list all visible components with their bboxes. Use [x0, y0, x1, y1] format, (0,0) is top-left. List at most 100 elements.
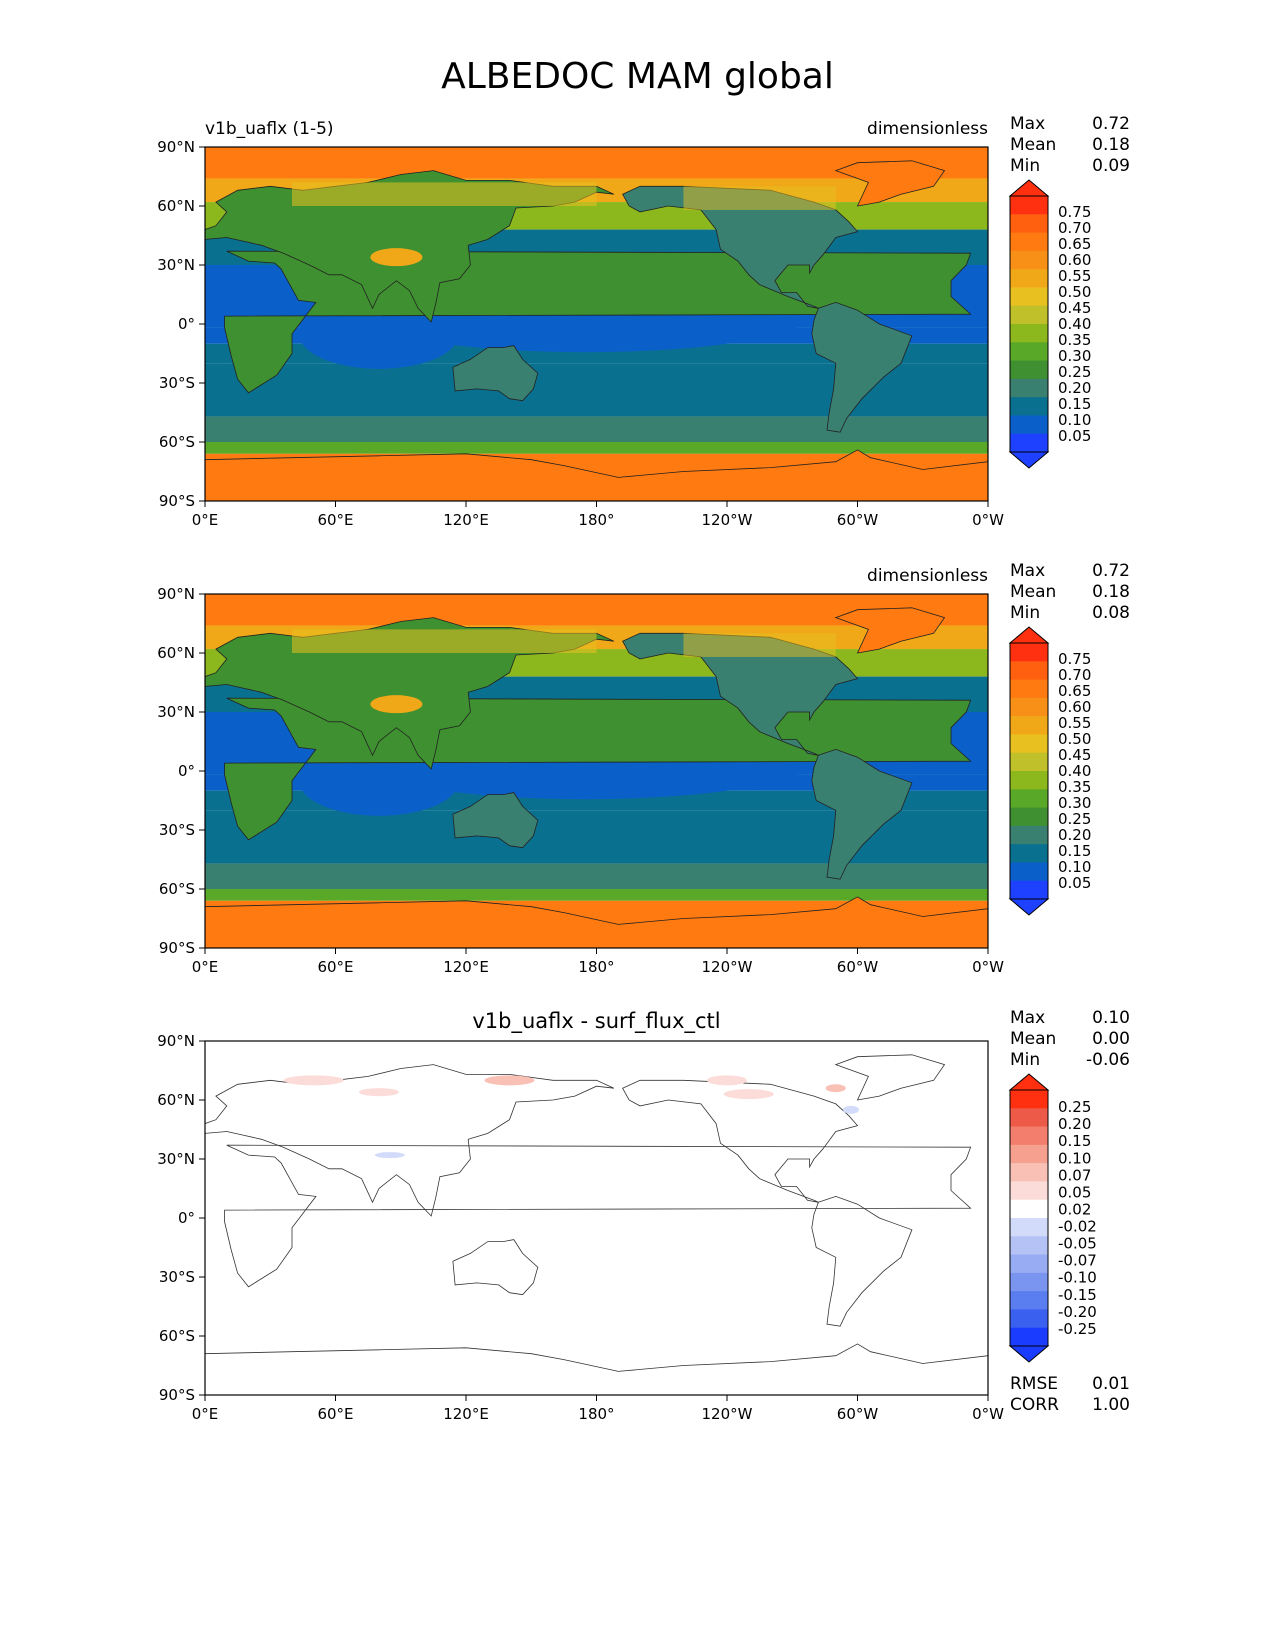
colorbar-segment [1010, 825, 1048, 845]
colorbar-tick-label: 0.20 [1058, 1115, 1091, 1133]
colorbar-segment [1010, 214, 1048, 234]
panel-top: 90°N 60°N 30°N 0° 30°S 60°S 90°S 0°E 60°E 120°E 18… [150, 112, 1200, 552]
colorbar-segment [1010, 324, 1048, 343]
colorbar-segment [1010, 734, 1048, 754]
colorbar-segment [1010, 697, 1048, 717]
colorbar-segment [1010, 1236, 1048, 1256]
colorbar-segment [1010, 1181, 1048, 1201]
colorbar: 0.750.700.650.600.550.500.450.400.350.30… [1008, 626, 1091, 916]
south-america-coast [811, 1195, 913, 1327]
lon-tick-label: 120°E [443, 958, 489, 976]
colorbar-tick-label: 0.45 [1058, 299, 1091, 317]
lat-tick-label: 30°S [159, 821, 195, 839]
colorbar-tick-label: -0.25 [1058, 1320, 1097, 1338]
lon-tick-label: 60°W [837, 958, 879, 976]
stat-label: Mean [1010, 135, 1056, 155]
diff-patch [707, 1075, 747, 1086]
colorbar-segment [1010, 1309, 1048, 1329]
stat-label: Mean [1010, 582, 1056, 602]
snow-band [683, 186, 836, 210]
colorbar-tick-label: 0.15 [1058, 1132, 1091, 1150]
south-america-land [811, 748, 913, 880]
colorbar-segment [1010, 643, 1048, 662]
antarctica-coast [205, 1343, 988, 1395]
lat-band [205, 863, 988, 889]
australia-land [452, 345, 539, 402]
colorbar-segment [1010, 716, 1048, 735]
colorbar-tick-label: 0.30 [1058, 794, 1091, 812]
colorbar-tick-label: 0.65 [1058, 682, 1091, 700]
colorbar-segment [1010, 1163, 1048, 1182]
colorbar-tick-label: 0.70 [1058, 219, 1091, 237]
colorbar-tick-label: -0.20 [1058, 1303, 1097, 1321]
lat-tick-label: 90°S [159, 492, 195, 510]
diff-patch-neg [842, 1105, 859, 1114]
colorbar-segment [1010, 1126, 1048, 1146]
lon-tick-label: 0°E [192, 511, 219, 529]
colorbar-segment [1010, 250, 1048, 270]
stat-label: Min [1010, 156, 1040, 176]
lat-tick-label: 90°S [159, 939, 195, 957]
lon-tick-label: 60°E [317, 1405, 353, 1423]
panel-center-title: v1b_uaflx - surf_flux_ctl [472, 1009, 720, 1034]
colorbar-tick-label: -0.07 [1058, 1252, 1097, 1270]
colorbar-tick-label: 0.05 [1058, 1183, 1091, 1201]
figure-title: ALBEDOC MAM global [441, 56, 834, 97]
australia-land [452, 792, 539, 849]
north-america-coast [622, 1079, 859, 1203]
panel-2-svg: 90°N 60°N 30°N 0° 30°S 60°S 90°S0°E 60°E 120°E 18… [157, 1008, 1130, 1423]
colorbar-tick-label: 0.40 [1058, 315, 1091, 333]
lat-tick-label: 0° [178, 1209, 195, 1227]
colorbar-tick-label: 0.05 [1058, 427, 1091, 445]
colorbar-tick-label: -0.02 [1058, 1218, 1097, 1236]
lon-tick-label: 0°E [192, 1405, 219, 1423]
map-field [205, 594, 988, 948]
colorbar-segment [1010, 661, 1048, 681]
colorbar-tick-label: 0.50 [1058, 283, 1091, 301]
colorbar-segment [1010, 1327, 1048, 1347]
colorbar-tick-label: 0.75 [1058, 203, 1091, 221]
colorbar-tick-label: 0.10 [1058, 858, 1091, 876]
colorbar-segment [1010, 196, 1048, 215]
colorbar-frame [1009, 642, 1049, 900]
colorbar-tick-label: 0.10 [1058, 411, 1091, 429]
colorbar-top-extend [1008, 179, 1050, 197]
colorbar-segment [1010, 1090, 1048, 1109]
panel-1-svg: 90°N 60°N 30°N 0° 30°S 60°S 90°S0°E 60°E 120°E 18… [157, 561, 1130, 976]
lat-band [205, 416, 988, 442]
colorbar-top-extend [1008, 626, 1050, 644]
colorbar-tick-label: 0.50 [1058, 730, 1091, 748]
colorbar-segment [1010, 1199, 1048, 1219]
lat-tick-label: 60°N [157, 644, 195, 662]
colorbar-bottom-extend [1008, 898, 1050, 916]
colorbar: 0.250.200.150.100.070.050.02-0.02-0.05-0… [1008, 1073, 1097, 1363]
lon-tick-label: 180° [578, 511, 614, 529]
stat-value: 0.08 [1092, 603, 1130, 623]
panel-units: dimensionless [867, 566, 988, 586]
stat-value: -0.06 [1086, 1050, 1130, 1070]
colorbar-segment [1010, 789, 1048, 809]
lat-tick-label: 30°N [157, 703, 195, 721]
colorbar-segment [1010, 862, 1048, 882]
colorbar-segment [1010, 1108, 1048, 1128]
tibet-plateau [370, 248, 423, 267]
colorbar-tick-label: 0.25 [1058, 1098, 1091, 1116]
colorbar-tick-label: -0.05 [1058, 1235, 1097, 1253]
colorbar-segment [1010, 771, 1048, 790]
colorbar-bottom-extend [1008, 1345, 1050, 1363]
colorbar-tick-label: -0.15 [1058, 1286, 1097, 1304]
lon-tick-label: 180° [578, 1405, 614, 1423]
greenland-land [834, 607, 946, 654]
south-america-land [811, 301, 913, 433]
stat-label: Mean [1010, 1029, 1056, 1049]
lat-tick-label: 60°N [157, 1091, 195, 1109]
stat-label: Min [1010, 1050, 1040, 1070]
colorbar-tick-label: 0.55 [1058, 714, 1091, 732]
lon-tick-label: 120°W [702, 958, 753, 976]
antarctica-land [205, 896, 988, 948]
lat-tick-label: 30°S [159, 1268, 195, 1286]
lon-tick-label: 60°E [317, 958, 353, 976]
map-field [205, 1041, 988, 1395]
diff-patch-neg [374, 1152, 405, 1159]
colorbar-segment [1010, 807, 1048, 827]
